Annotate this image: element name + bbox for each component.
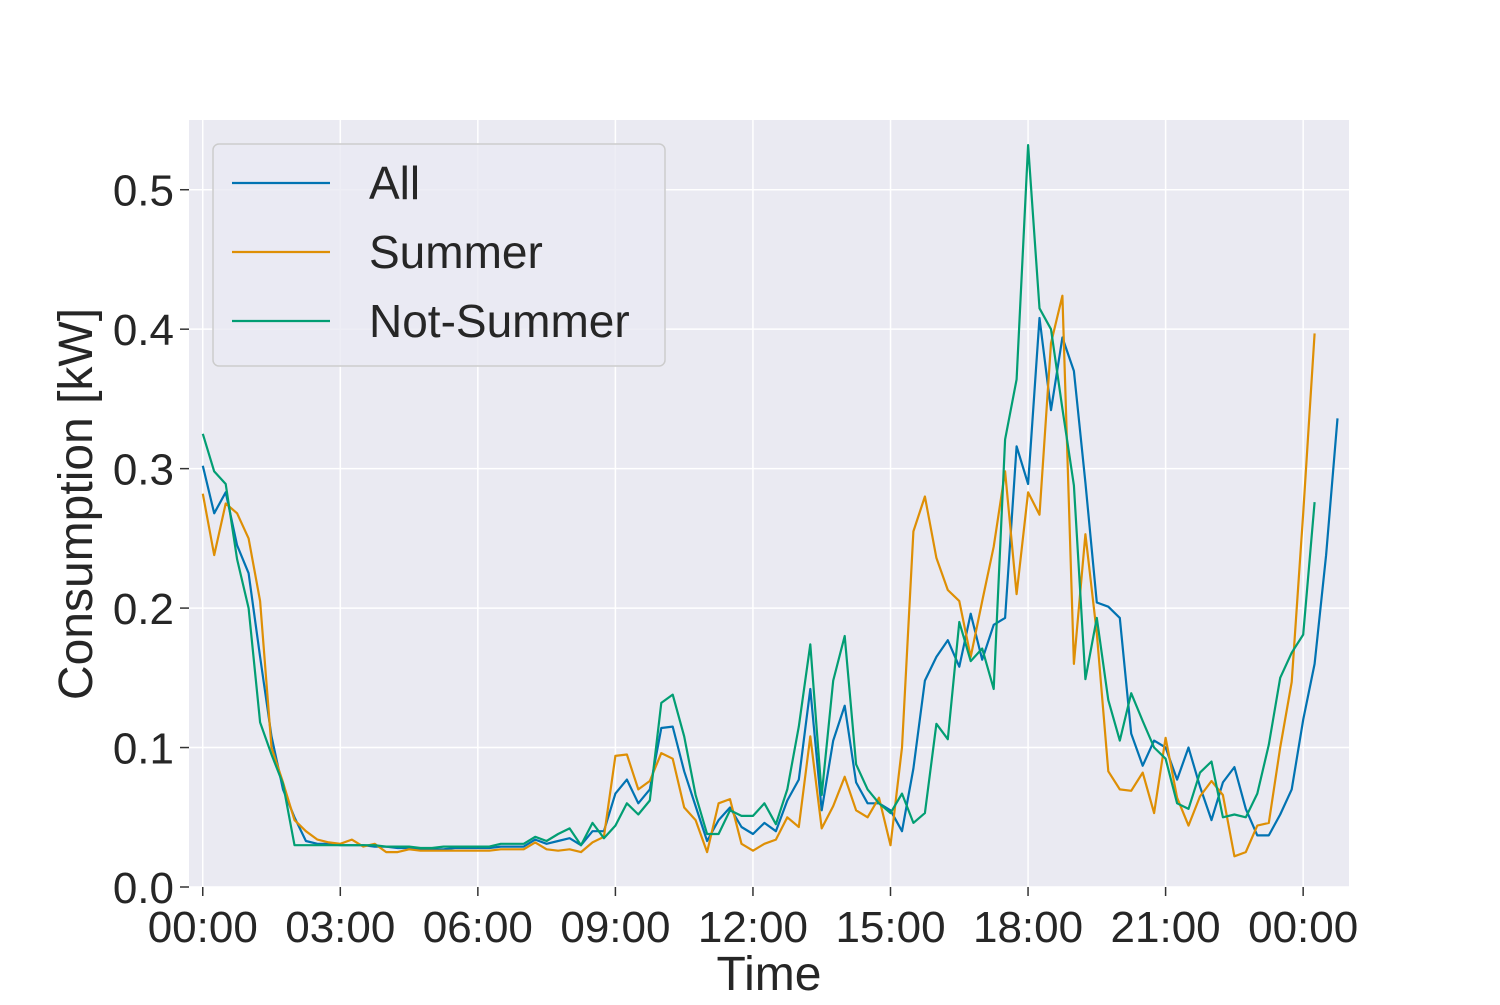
series-line-not-summer	[201, 144, 1316, 850]
x-tick-label: 03:00	[285, 903, 395, 952]
legend[interactable]: All Summer Not-Summer	[212, 143, 666, 367]
y-axis-label: Consumption [kW]	[50, 308, 103, 700]
x-axis-label: Time	[717, 948, 822, 1000]
y-axis-ticks: 0.0 0.1 0.2 0.3 0.4 0.5	[113, 167, 189, 913]
x-tick-label: 12:00	[698, 903, 808, 952]
x-axis-ticks: 00:00 03:00 06:00 09:00 12:00 15:00 18:00 21:00…	[148, 887, 1358, 952]
series-line-summer	[201, 294, 1316, 858]
legend-label-all: All	[369, 157, 420, 209]
legend-label-summer: Summer	[369, 226, 543, 278]
y-tick-label: 0.5	[113, 167, 174, 216]
y-tick-label: 0.4	[113, 306, 174, 355]
x-tick-label: 09:00	[560, 903, 670, 952]
series-lines	[201, 144, 1339, 858]
x-tick-label: 18:00	[973, 903, 1083, 952]
y-tick-label: 0.2	[113, 585, 174, 634]
y-tick-label: 0.0	[113, 864, 174, 913]
x-tick-label: 06:00	[423, 903, 533, 952]
legend-box	[212, 143, 666, 367]
x-tick-label: 00:00	[148, 903, 258, 952]
x-tick-label: 21:00	[1111, 903, 1221, 952]
y-tick-label: 0.3	[113, 446, 174, 495]
x-tick-label: 00:00	[1248, 903, 1358, 952]
y-tick-label: 0.1	[113, 725, 174, 774]
x-tick-label: 15:00	[835, 903, 945, 952]
legend-label-not-summer: Not-Summer	[369, 295, 630, 347]
